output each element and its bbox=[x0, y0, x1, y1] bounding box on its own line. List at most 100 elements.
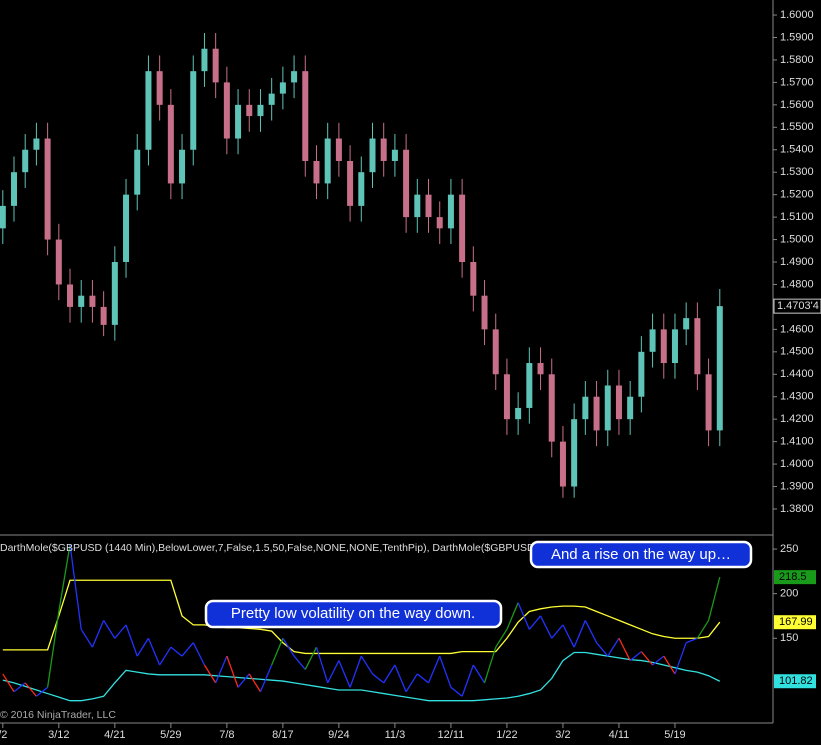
y-tick-label: 1.4300 bbox=[780, 391, 814, 403]
value-box bbox=[774, 615, 816, 630]
candle-body bbox=[425, 194, 432, 218]
main-line-segment bbox=[203, 664, 217, 684]
main-line-segment bbox=[114, 624, 127, 639]
plot-layer: 1.3800 1.3900 1.4000 1.4100 1.4200 1.4300 1.44… bbox=[0, 9, 821, 741]
main-line-segment bbox=[372, 673, 385, 684]
y-tick-label: 1.4500 bbox=[780, 346, 814, 358]
candle-body bbox=[246, 104, 253, 117]
main-line-segment bbox=[439, 655, 452, 688]
value-label: 218.5 bbox=[779, 571, 807, 583]
main-line-segment bbox=[2, 673, 15, 693]
callout-box bbox=[204, 599, 503, 629]
y-tick-label: 1.3800 bbox=[780, 503, 814, 515]
main-line-segment bbox=[405, 673, 418, 693]
candle-body bbox=[22, 149, 29, 173]
candle-body bbox=[44, 138, 51, 240]
candle-body bbox=[89, 295, 96, 307]
y-tick-label: 150 bbox=[780, 632, 798, 644]
candle-body bbox=[627, 396, 634, 420]
value-box bbox=[774, 674, 816, 689]
x-tick-label: 7/8 bbox=[219, 729, 234, 741]
candle-body bbox=[78, 295, 85, 307]
y-tick-label: 1.5600 bbox=[780, 99, 814, 111]
main-line-segment bbox=[304, 646, 318, 670]
candle-body bbox=[638, 351, 645, 397]
candle-body bbox=[537, 363, 544, 375]
main-line-segment bbox=[58, 544, 71, 612]
candle-body bbox=[414, 194, 421, 218]
candle-body bbox=[615, 385, 622, 420]
x-tick-label: 1/22 bbox=[496, 729, 517, 741]
candle-body bbox=[716, 306, 723, 431]
main-line-segment bbox=[640, 651, 654, 666]
main-line-segment bbox=[696, 620, 710, 639]
candle-body bbox=[67, 284, 74, 307]
main-line-segment bbox=[539, 615, 553, 639]
candle-body bbox=[33, 138, 40, 150]
main-line-segment bbox=[562, 624, 575, 648]
main-line-segment bbox=[551, 624, 564, 639]
y-tick-label: 1.5700 bbox=[780, 76, 814, 88]
main-line-segment bbox=[259, 664, 273, 693]
candle-body bbox=[694, 318, 701, 375]
main-line-segment bbox=[338, 660, 351, 688]
main-line-segment bbox=[91, 620, 105, 648]
candle-body bbox=[358, 172, 365, 206]
y-tick-label: 1.5800 bbox=[780, 54, 814, 66]
candle-body bbox=[111, 262, 118, 325]
candle-body bbox=[571, 419, 578, 487]
candle-body bbox=[235, 104, 242, 139]
main-line-segment bbox=[80, 628, 93, 648]
main-line-segment bbox=[136, 637, 149, 657]
main-line-segment bbox=[125, 624, 138, 657]
band-line bbox=[2, 651, 721, 702]
candle-body bbox=[302, 71, 309, 161]
y-tick-label: 1.4400 bbox=[780, 368, 814, 380]
main-line-segment bbox=[248, 673, 262, 693]
candle-body bbox=[11, 172, 18, 206]
main-line-segment bbox=[13, 682, 26, 693]
value-box bbox=[774, 570, 816, 585]
last-price-label: 1.4703'4 bbox=[777, 300, 819, 312]
main-line-segment bbox=[472, 664, 486, 684]
main-line-segment bbox=[461, 664, 474, 697]
y-tick-label: 1.4600 bbox=[780, 323, 814, 335]
indicator-lines bbox=[2, 544, 721, 702]
y-tick-label: 1.4200 bbox=[780, 413, 814, 425]
y-tick-label: 1.4000 bbox=[780, 458, 814, 470]
main-line-segment bbox=[607, 637, 620, 657]
x-tick-label: 3/2 bbox=[555, 729, 570, 741]
value-label: 101.82 bbox=[779, 675, 813, 687]
main-line-segment bbox=[215, 655, 228, 684]
candle-body bbox=[470, 262, 477, 296]
candle-body bbox=[447, 194, 454, 229]
callout-text: And a rise on the way up… bbox=[551, 546, 731, 563]
candle-body bbox=[257, 104, 264, 117]
candle-body bbox=[369, 138, 376, 173]
copyright: © 2016 NinjaTrader, LLC bbox=[0, 709, 116, 721]
candle-body bbox=[459, 194, 466, 263]
candle-body bbox=[291, 71, 298, 83]
candle-body bbox=[515, 407, 522, 420]
candle-body bbox=[55, 239, 62, 285]
y-tick-label: 1.3900 bbox=[780, 480, 814, 492]
candle-body bbox=[671, 329, 678, 364]
main-line-segment bbox=[483, 646, 497, 684]
candle-body bbox=[604, 385, 611, 431]
main-line-segment bbox=[271, 638, 284, 666]
main-line-segment bbox=[394, 664, 407, 693]
candle-body bbox=[167, 104, 174, 184]
x-tick-label: 12/11 bbox=[438, 729, 465, 741]
candle-body bbox=[100, 306, 107, 325]
candle-body bbox=[179, 149, 186, 184]
main-line-segment bbox=[573, 620, 586, 648]
candle-body bbox=[492, 329, 499, 375]
main-line-segment bbox=[629, 651, 642, 662]
candle-body bbox=[347, 160, 354, 206]
y-tick-label: 1.5500 bbox=[780, 121, 814, 133]
main-line-segment bbox=[596, 642, 609, 657]
candle-body bbox=[403, 149, 410, 218]
main-line-segment bbox=[427, 655, 441, 684]
